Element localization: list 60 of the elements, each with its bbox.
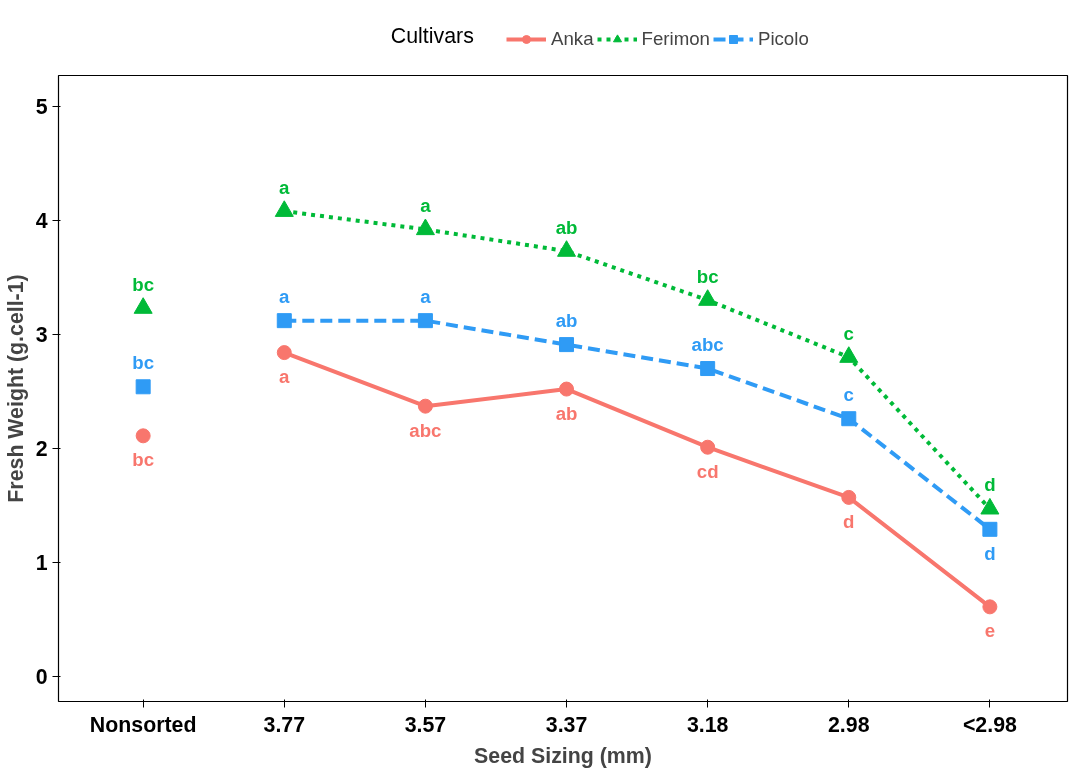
- point: [557, 240, 577, 257]
- point: [276, 345, 292, 361]
- point: [276, 313, 292, 329]
- legend-label: Ferimon: [641, 28, 710, 50]
- legend-label: Picolo: [757, 28, 809, 50]
- y-axis-title: Fresh Weight (g.cell-1): [3, 274, 28, 503]
- data-label: d: [984, 542, 996, 564]
- data-label: ab: [555, 310, 578, 332]
- point: [559, 381, 575, 397]
- x-tick-label: 3.77: [263, 712, 306, 737]
- data-label: ab: [555, 402, 578, 424]
- data-label: d: [843, 510, 855, 532]
- point: [135, 428, 151, 444]
- point: [559, 337, 575, 353]
- x-tick-label: 2.98: [828, 712, 870, 737]
- x-tick-label: <2.98: [962, 712, 1018, 737]
- point: [700, 439, 716, 455]
- y-tick-label: 1: [35, 550, 48, 575]
- data-label: a: [420, 194, 432, 216]
- legend-label: Anka: [551, 28, 594, 50]
- point: [417, 398, 433, 414]
- x-axis-title: Seed Sizing (mm): [474, 743, 652, 768]
- data-label: e: [984, 620, 996, 642]
- point: [841, 489, 857, 505]
- data-label: a: [279, 176, 291, 198]
- point: [135, 379, 151, 395]
- data-label: bc: [132, 273, 155, 295]
- point: [698, 289, 718, 306]
- data-label: ab: [555, 216, 578, 238]
- point: [274, 200, 294, 217]
- data-label: a: [279, 286, 291, 308]
- x-tick-label: Nonsorted: [89, 712, 197, 737]
- data-label: c: [843, 322, 854, 344]
- data-label: bc: [696, 265, 719, 287]
- point: [417, 313, 433, 329]
- point: [839, 346, 859, 363]
- y-tick-label: 3: [35, 322, 48, 347]
- data-label: bc: [132, 352, 155, 374]
- x-tick-label: 3.18: [686, 712, 729, 737]
- point: [982, 599, 998, 615]
- x-tick-label: 3.57: [404, 712, 447, 737]
- data-label: cd: [696, 460, 719, 482]
- data-label: c: [843, 384, 854, 406]
- data-label: bc: [132, 449, 155, 471]
- y-tick-label: 0: [35, 664, 48, 689]
- point: [700, 361, 716, 377]
- data-label: a: [420, 286, 432, 308]
- data-label: abc: [409, 419, 442, 441]
- x-tick-label: 3.37: [545, 712, 588, 737]
- point: [133, 297, 153, 314]
- y-tick-label: 2: [35, 436, 48, 461]
- y-tick-label: 5: [35, 94, 48, 119]
- data-label: abc: [691, 334, 724, 356]
- point: [841, 411, 857, 427]
- data-label: d: [984, 474, 996, 496]
- data-label: a: [279, 366, 291, 388]
- point: [982, 521, 998, 537]
- point: [415, 218, 435, 236]
- y-tick-label: 4: [35, 208, 48, 233]
- legend-title: Cultivars: [390, 23, 474, 48]
